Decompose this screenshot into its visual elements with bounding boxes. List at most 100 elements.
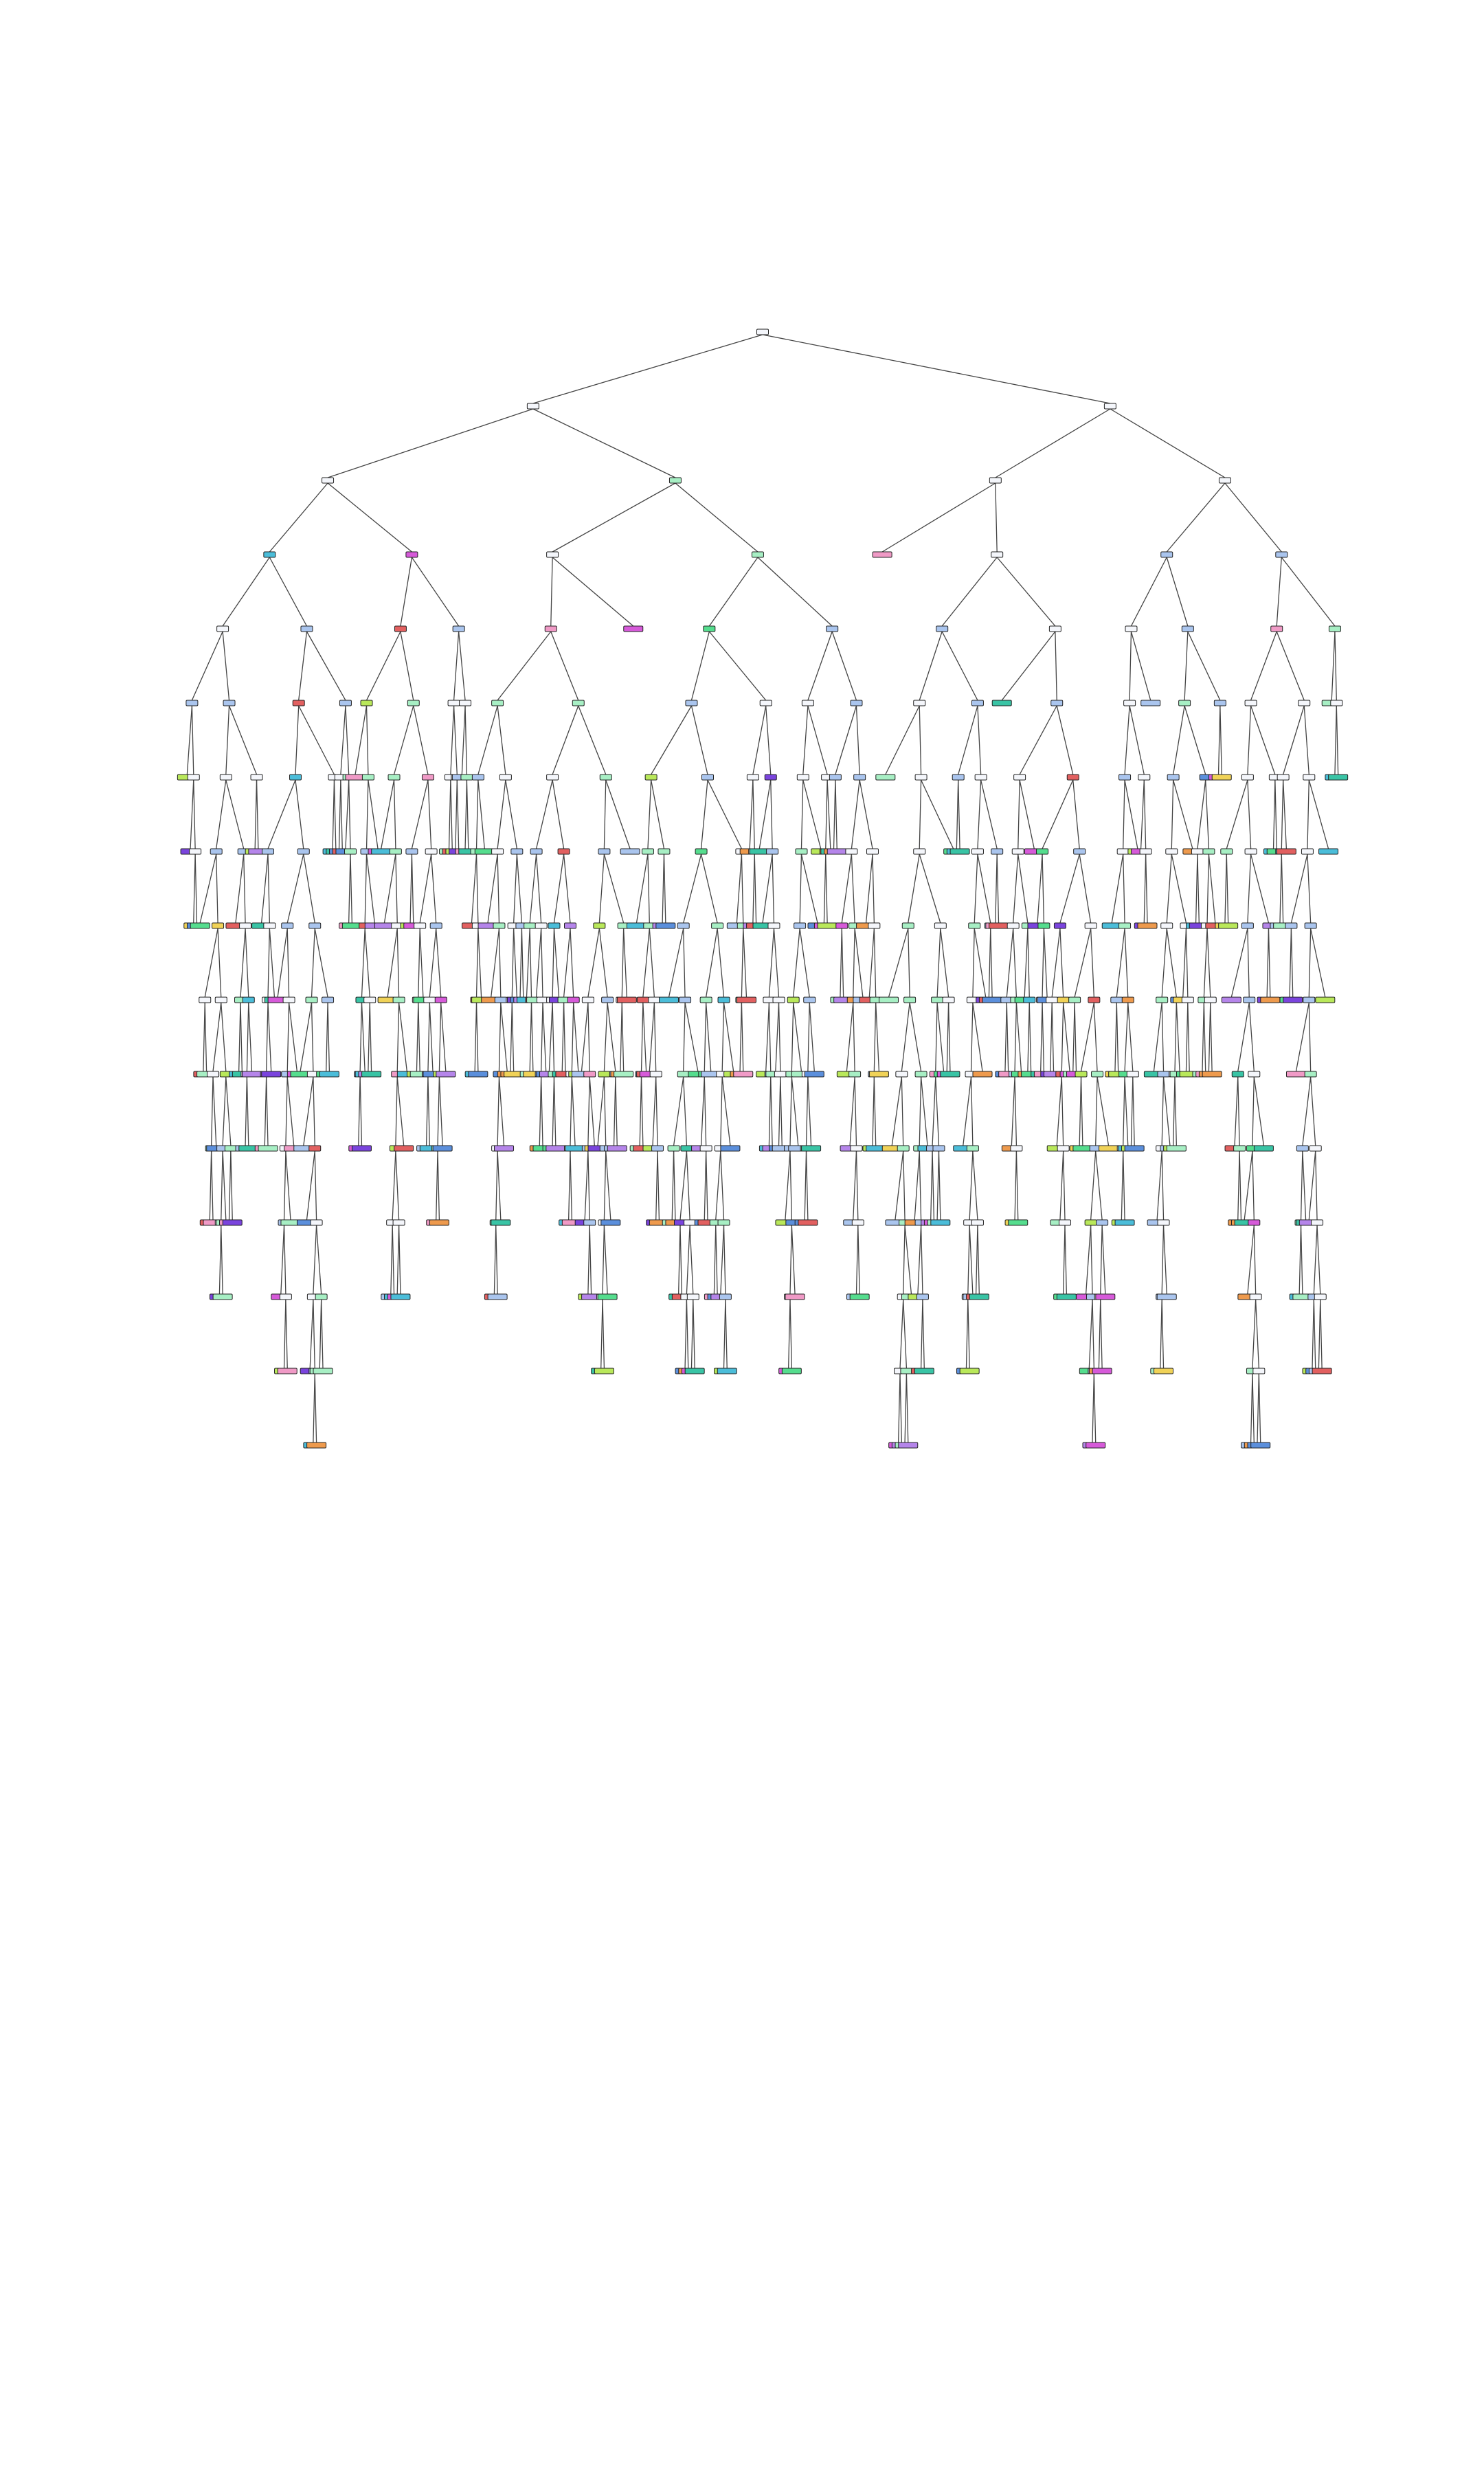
tree-leaf-node — [817, 922, 837, 929]
tree-leaf-node — [1154, 1368, 1174, 1374]
tree-split-node — [684, 1219, 697, 1226]
tree-edge — [1161, 928, 1167, 998]
tree-edge — [853, 1002, 855, 1072]
tree-leaf-node — [319, 1071, 339, 1078]
tree-leaf-node — [345, 774, 366, 781]
tree-edge — [1307, 854, 1312, 924]
tree-edge — [791, 1002, 794, 1072]
tree-edge — [920, 1299, 923, 1369]
tree-split-node — [667, 1145, 680, 1152]
tree-leaf-node — [261, 1071, 282, 1078]
tree-edge — [396, 1076, 405, 1146]
tree-split-node — [510, 848, 524, 855]
tree-edge — [1172, 1076, 1176, 1146]
tree-leaf-node — [491, 1219, 511, 1226]
tree-split-node — [223, 700, 236, 706]
tree-edge — [474, 1002, 477, 1072]
tree-leaf-node — [374, 922, 394, 929]
tree-edge — [1312, 1299, 1315, 1369]
tree-edge — [497, 779, 506, 849]
tree-edge — [395, 1076, 398, 1146]
tree-edge — [791, 1076, 799, 1146]
tree-edge — [705, 1002, 712, 1072]
tree-edge — [427, 1076, 430, 1146]
tree-leaf-node — [1101, 922, 1122, 929]
tree-edge — [805, 1076, 809, 1146]
tree-split-node — [305, 996, 318, 1003]
tree-edge — [647, 779, 652, 849]
tree-edge — [306, 1150, 315, 1221]
tree-split-node — [315, 1293, 328, 1300]
tree-split-node — [1066, 774, 1079, 781]
tree-edge — [1303, 705, 1309, 775]
tree-edge — [603, 1002, 608, 1072]
tree-edge — [567, 1150, 571, 1221]
tree-edge — [471, 854, 477, 924]
tree-edge — [526, 928, 530, 998]
tree-edge — [663, 854, 666, 924]
tree-edge — [686, 1225, 690, 1295]
tree-leaf-node — [1285, 1071, 1306, 1078]
tree-edge — [497, 631, 552, 701]
tree-edge — [540, 928, 543, 998]
tree-edge — [1247, 928, 1250, 998]
tree-edge — [285, 1299, 288, 1369]
tree-edge — [419, 854, 432, 924]
tree-edge — [1258, 1373, 1261, 1443]
tree-edge — [427, 779, 432, 849]
tree-edge — [1055, 631, 1057, 701]
tree-edge — [440, 1002, 447, 1072]
tree-edge — [1006, 928, 1014, 998]
tree-edge — [1024, 928, 1028, 998]
tree-leaf-node — [655, 922, 676, 929]
tree-edge — [381, 779, 395, 849]
tree-edge — [793, 928, 800, 998]
tree-edge — [430, 854, 437, 924]
tree-edge — [895, 1150, 904, 1221]
tree-edge — [1187, 631, 1221, 701]
tree-edge — [573, 1002, 579, 1072]
tree-edge — [1014, 1076, 1018, 1146]
tree-edge — [932, 1076, 936, 1146]
tree-edge — [662, 854, 665, 924]
tree-edge — [965, 1299, 969, 1369]
tree-edge — [1042, 928, 1045, 998]
tree-split-node — [751, 551, 764, 558]
tree-edge — [1132, 1076, 1135, 1146]
tree-edge — [653, 1002, 657, 1072]
tree-edge — [246, 1076, 249, 1146]
tree-split-node — [900, 1368, 913, 1374]
tree-edge — [721, 1076, 731, 1146]
tree-split-node — [1084, 1219, 1097, 1226]
tree-edge — [311, 1002, 314, 1072]
tree-edge — [1244, 1150, 1253, 1221]
tree-edge — [552, 1076, 555, 1146]
tree-split-node — [932, 1145, 945, 1152]
tree-leaf-node — [982, 996, 1002, 1003]
tree-edge — [437, 1076, 440, 1146]
tree-edge — [938, 1150, 941, 1221]
tree-edge — [977, 705, 982, 775]
tree-edge — [269, 928, 276, 998]
tree-edge — [831, 631, 857, 701]
tree-edge — [854, 928, 864, 998]
tree-split-node — [493, 922, 506, 929]
tree-leaf-node — [1328, 774, 1349, 781]
tree-edge — [715, 1225, 718, 1295]
tree-edge — [1056, 1076, 1062, 1146]
tree-split-node — [942, 996, 955, 1003]
tree-edge — [1085, 1225, 1092, 1295]
tree-edge — [217, 928, 222, 998]
tree-edge — [1098, 1299, 1101, 1369]
tree-split-node — [1013, 774, 1026, 781]
tree-leaf-node — [1099, 1145, 1119, 1152]
tree-edge — [683, 854, 702, 924]
tree-edge — [1018, 854, 1028, 924]
tree-edge — [1018, 779, 1020, 849]
tree-leaf-node — [212, 1293, 233, 1300]
tree-split-node — [1252, 1368, 1266, 1374]
tree-split-node — [711, 922, 724, 929]
tree-edge — [807, 631, 833, 701]
tree-edge — [1116, 1002, 1119, 1072]
tree-split-node — [546, 774, 559, 781]
